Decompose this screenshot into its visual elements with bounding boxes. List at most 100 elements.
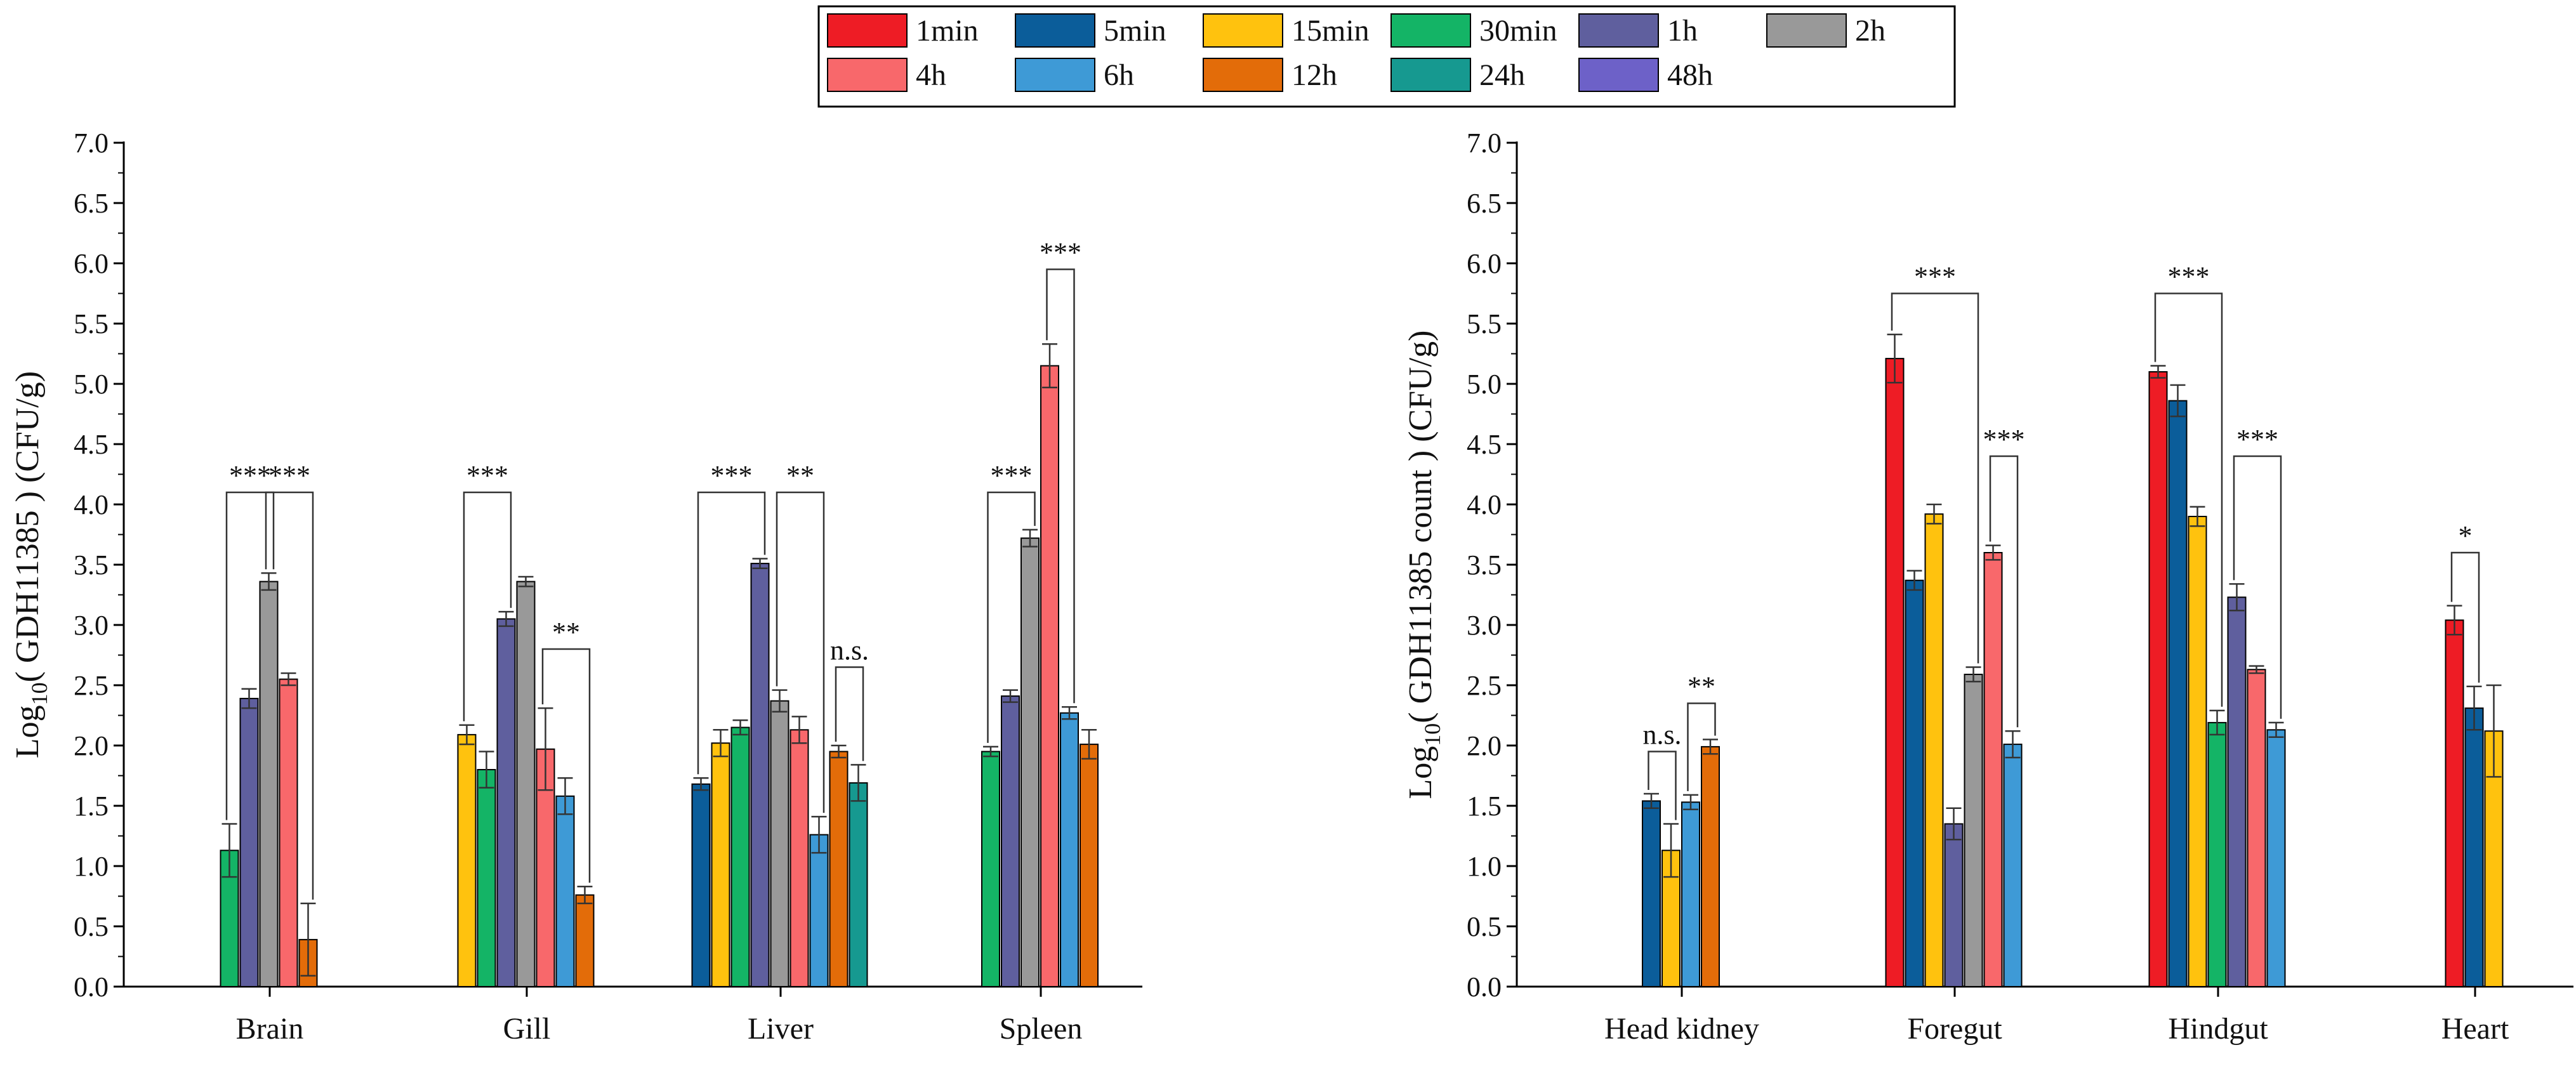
y-tick-label: 2.0 <box>1467 730 1502 761</box>
legend-swatch-24h <box>1390 58 1471 92</box>
bar-spleen-2h <box>1020 537 1040 987</box>
bar-liver-6h <box>809 834 829 987</box>
bar-head-kidney-12h <box>1701 746 1720 988</box>
significance-label: *** <box>2168 261 2210 292</box>
significance-label: *** <box>229 460 271 491</box>
significance-label: n.s. <box>830 635 869 666</box>
significance-bracket <box>835 666 864 761</box>
bar-gill-12h <box>575 894 595 987</box>
legend-swatch-48h <box>1578 58 1659 92</box>
bar-hindgut-1h <box>2227 596 2247 987</box>
significance-bracket <box>2233 455 2282 719</box>
legend-label-12h: 12h <box>1291 58 1337 92</box>
y-tick-label: 2.5 <box>74 670 109 701</box>
x-tick-label: Heart <box>2441 1012 2509 1046</box>
y-axis-label: Log10( GDH11385 count ) (CFU/g) <box>1403 331 1445 799</box>
bar-spleen-1h <box>1001 695 1020 987</box>
y-tick-label: 2.0 <box>74 730 109 761</box>
legend-swatch-4h <box>827 58 908 92</box>
y-axis-label: Log10( GDH11385 ) (CFU/g) <box>10 371 52 758</box>
y-tick-label: 6.0 <box>1467 248 1502 279</box>
significance-bracket <box>776 491 825 813</box>
bar-liver-30min <box>730 726 750 987</box>
bar-head-kidney-6h <box>1681 801 1700 988</box>
legend-label-2h: 2h <box>1855 14 1886 48</box>
significance-bracket <box>1648 751 1677 820</box>
y-axis-label-log: Log <box>1403 746 1439 799</box>
y-tick-label: 0.5 <box>74 911 109 942</box>
significance-label: *** <box>268 460 310 491</box>
significance-label: *** <box>466 460 508 491</box>
bar-foregut-4h <box>1983 552 2003 987</box>
bar-brain-1h <box>239 697 259 988</box>
bar-gill-15min <box>457 733 477 988</box>
bar-hindgut-6h <box>2266 729 2286 988</box>
legend-label-1min: 1min <box>916 14 979 48</box>
significance-label: *** <box>1914 261 1956 292</box>
bar-foregut-1h <box>1944 823 1964 987</box>
bar-foregut-15min <box>1924 513 1944 987</box>
x-tick-label: Foregut <box>1907 1012 2002 1046</box>
bar-liver-4h <box>789 729 809 988</box>
y-tick-label: 3.0 <box>74 610 109 641</box>
bar-liver-24h <box>849 782 868 988</box>
x-tick-label: Brain <box>236 1012 304 1046</box>
legend-label-5min: 5min <box>1104 14 1166 48</box>
y-axis-label-log: Log <box>10 705 46 758</box>
y-tick-label: 7.0 <box>74 128 109 159</box>
chart-tissues: Log10( GDH11385 ) (CFU/g) 0.0 0.5 1.0 1.5 2.… <box>10 128 1142 1046</box>
legend-swatch-1min <box>827 13 908 48</box>
y-tick-label: 4.5 <box>74 429 109 460</box>
x-tick-label: Hindgut <box>2168 1012 2268 1046</box>
bar-liver-2h <box>770 700 789 987</box>
y-tick-label: 5.0 <box>1467 369 1502 400</box>
bar-spleen-30min <box>981 751 1000 987</box>
significance-bracket <box>1891 292 1979 664</box>
significance-label: *** <box>1983 424 2025 455</box>
x-tick-label: Gill <box>503 1012 551 1046</box>
legend-label-48h: 48h <box>1667 58 1713 92</box>
legend-label-4h: 4h <box>916 58 946 92</box>
y-tick-label: 2.5 <box>1467 670 1502 701</box>
y-tick-label: 4.0 <box>1467 489 1502 520</box>
significance-bracket <box>225 491 275 820</box>
y-tick-label: 1.5 <box>1467 791 1502 822</box>
bar-head-kidney-5min <box>1642 800 1661 988</box>
legend-label-24h: 24h <box>1479 58 1525 92</box>
legend-label-6h: 6h <box>1104 58 1134 92</box>
significance-bracket <box>2450 551 2480 683</box>
legend-swatch-12h <box>1203 58 1283 92</box>
bar-heart-1min <box>2445 619 2464 987</box>
bar-gill-30min <box>477 769 496 987</box>
y-tick-label: 4.5 <box>1467 429 1502 460</box>
significance-label: *** <box>991 460 1033 491</box>
significance-label: * <box>2459 520 2473 551</box>
bar-hindgut-30min <box>2207 721 2227 988</box>
bar-liver-5min <box>691 783 711 988</box>
bar-spleen-6h <box>1060 712 1079 987</box>
bar-gill-6h <box>555 795 575 988</box>
significance-label: *** <box>1040 237 1081 268</box>
y-tick-label: 3.5 <box>1467 549 1502 581</box>
y-tick-label: 1.5 <box>74 791 109 822</box>
x-tick-label: Liver <box>748 1012 814 1046</box>
significance-label: *** <box>711 460 753 491</box>
bar-spleen-4h <box>1040 365 1059 987</box>
bar-hindgut-15min <box>2188 516 2207 987</box>
significance-label: *** <box>2236 424 2278 455</box>
chart-organs: Log10( GDH11385 count ) (CFU/g) 0.0 0.5 1.… <box>1403 128 2573 1046</box>
y-axis-label-rest: ( GDH11385 count ) (CFU/g) <box>1403 331 1439 723</box>
x-tick-label: Head kidney <box>1604 1012 1759 1046</box>
y-tick-label: 5.0 <box>74 369 109 400</box>
y-tick-label: 4.0 <box>74 489 109 520</box>
bar-hindgut-5min <box>2168 400 2188 987</box>
legend-label-1h: 1h <box>1667 14 1698 48</box>
y-tick-label: 3.0 <box>1467 610 1502 641</box>
significance-bracket <box>541 648 591 883</box>
bar-hindgut-4h <box>2247 669 2266 988</box>
bar-foregut-6h <box>2003 744 2023 987</box>
significance-bracket <box>697 491 766 775</box>
bar-liver-1h <box>750 563 770 987</box>
y-axis-label-subscript: 10 <box>1420 723 1445 746</box>
y-axis-label-subscript: 10 <box>27 682 52 705</box>
